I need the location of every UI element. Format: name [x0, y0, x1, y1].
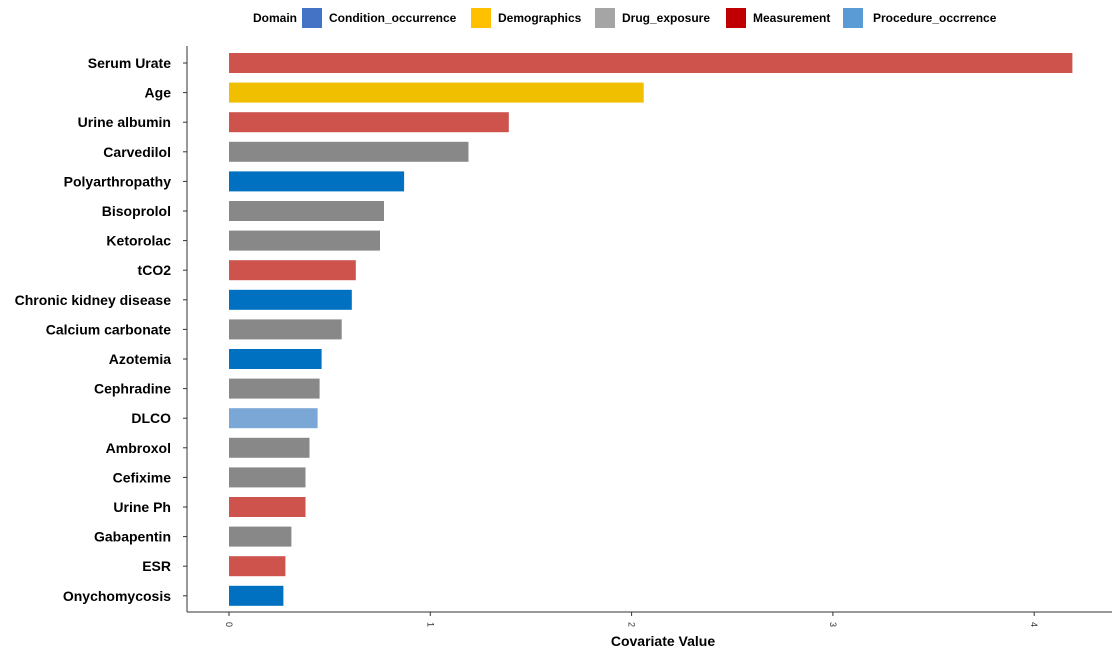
category-label: Calcium carbonate — [46, 321, 171, 337]
bar-gabapentin — [229, 526, 292, 547]
legend-label: Demographics — [498, 11, 582, 25]
x-ticks: 0 1 2 3 4 — [224, 612, 1039, 627]
category-label: DLCO — [131, 410, 171, 426]
x-tick-label: 1 — [425, 622, 435, 627]
bar-cephradine — [229, 378, 320, 399]
legend-swatch-measurement — [726, 8, 746, 28]
category-label: Serum Urate — [88, 55, 171, 71]
bar-bisoprolol — [229, 201, 384, 221]
category-label: Azotemia — [109, 351, 171, 367]
category-label: Onychomycosis — [63, 588, 171, 604]
bar-ketorolac — [229, 230, 380, 251]
category-label: Cefixime — [113, 469, 172, 485]
category-label: Urine Ph — [113, 499, 171, 515]
legend-swatch-procedure-occrrence — [843, 8, 863, 28]
bar-carvedilol — [229, 141, 469, 162]
category-label: tCO2 — [138, 262, 172, 278]
x-tick-label: 0 — [224, 622, 234, 627]
legend-label: Drug_exposure — [622, 11, 710, 25]
category-label: Polyarthropathy — [64, 173, 172, 189]
category-label: Chronic kidney disease — [15, 292, 172, 308]
category-label: Ketorolac — [106, 233, 171, 249]
bar-urine-ph — [229, 497, 306, 517]
category-label: Carvedilol — [103, 144, 171, 160]
category-label: ESR — [142, 558, 171, 574]
bar-cefixime — [229, 467, 306, 488]
x-tick-label: 3 — [828, 622, 838, 627]
category-label: Cephradine — [94, 381, 171, 397]
bar-serum-urate — [229, 53, 1073, 73]
bars — [229, 53, 1073, 606]
legend-swatch-condition-occurrence — [302, 8, 322, 28]
category-label: Bisoprolol — [102, 203, 171, 219]
bar-ambroxol — [229, 437, 310, 458]
bar-dlco — [229, 408, 318, 429]
bar-onychomycosis — [229, 585, 284, 606]
category-labels: Serum Urate Age Urine albumin Carvedilol Pol… — [15, 55, 187, 604]
category-label: Ambroxol — [106, 440, 171, 456]
bar-chronic-kidney-disease — [229, 289, 352, 310]
legend-label: Condition_occurrence — [329, 11, 457, 25]
x-axis-title: Covariate Value — [611, 633, 715, 649]
legend-label: Procedure_occrrence — [873, 11, 997, 25]
bar-age — [229, 82, 644, 103]
bar-urine-albumin — [229, 112, 509, 133]
legend-title: Domain — [253, 11, 297, 25]
x-tick-label: 4 — [1029, 622, 1039, 627]
category-label: Urine albumin — [78, 114, 171, 130]
bar-azotemia — [229, 349, 322, 369]
bar-esr — [229, 556, 286, 577]
category-label: Gabapentin — [94, 529, 171, 545]
category-label: Age — [145, 85, 172, 101]
bar-tco2 — [229, 260, 356, 281]
bar-calcium-carbonate — [229, 319, 342, 340]
x-tick-label: 2 — [627, 622, 637, 627]
legend-swatch-drug-exposure — [595, 8, 615, 28]
legend-swatch-demographics — [471, 8, 491, 28]
bar-polyarthropathy — [229, 171, 405, 192]
legend: Domain Condition_occurrence Demographics D… — [253, 8, 997, 28]
legend-label: Measurement — [753, 11, 830, 25]
